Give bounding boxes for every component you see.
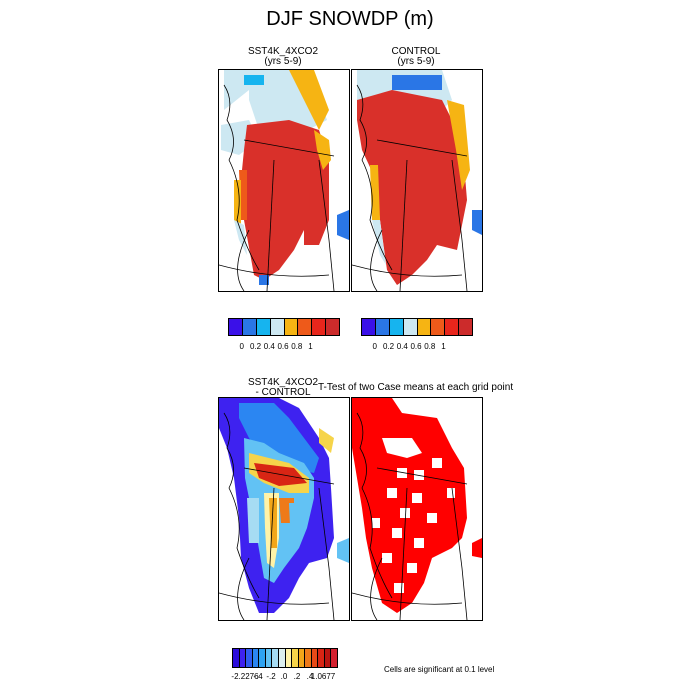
panel-diff-title: SST4K_4XCO2 - CONTROL: [218, 378, 348, 398]
colorbar-exp: [228, 318, 340, 336]
colorbar-ctrl-swatch: [417, 319, 432, 335]
panel-ttest-title: T-Test of two Case means at each grid po…: [318, 382, 514, 393]
map-ctrl-grid: [352, 84, 468, 291]
colorbar-diff: [232, 648, 338, 668]
panel-diff-title-line1: SST4K_4XCO2: [247, 377, 319, 388]
map-ctrl-cells: [357, 70, 482, 285]
panel-diff-title-line2: - CONTROL: [255, 387, 311, 398]
colorbar-diff-tick: -.4: [253, 672, 263, 681]
colorbar-diff-swatch: [233, 649, 240, 667]
colorbar-ctrl-labels: 0 0.2 0.4 0.6 0.8 1: [361, 342, 471, 352]
colorbar-ctrl-swatch: [362, 319, 376, 335]
panel-exp-title-line2: (yrs 5-9): [264, 56, 302, 67]
colorbar-diff-tick: .0: [280, 672, 288, 681]
map-exp-svg: [219, 70, 349, 291]
panel-ctrl-title: CONTROL (yrs 5-9): [351, 47, 481, 67]
colorbar-exp-tick: 0: [239, 342, 244, 351]
colorbar-ctrl-tick: 0.4: [396, 342, 408, 351]
colorbar-ctrl: [361, 318, 473, 336]
colorbar-exp-labels: 0 0.2 0.4 0.6 0.8 1: [228, 342, 338, 352]
colorbar-exp-swatch: [270, 319, 285, 335]
colorbar-diff-swatch: [265, 649, 273, 667]
colorbar-diff-swatch: [311, 649, 319, 667]
colorbar-ctrl-tick: 1: [441, 342, 446, 351]
colorbar-diff-swatch: [252, 649, 260, 667]
significance-note: Cells are significant at 0.1 level: [384, 665, 495, 674]
colorbar-ctrl-swatch: [431, 319, 446, 335]
colorbar-diff-swatch: [272, 649, 279, 667]
colorbar-diff-swatch: [331, 649, 337, 667]
map-panel-ttest: [351, 397, 483, 621]
colorbar-diff-swatch: [285, 649, 293, 667]
map-exp-grid: [219, 84, 335, 291]
map-panel-diff: [218, 397, 350, 621]
colorbar-exp-tick: 0.6: [277, 342, 289, 351]
map-panel-ctrl: [351, 69, 483, 292]
colorbar-diff-swatch: [239, 649, 247, 667]
colorbar-exp-swatch: [312, 319, 327, 335]
colorbar-diff-swatch: [324, 649, 332, 667]
map-panel-exp: [218, 69, 350, 292]
colorbar-diff-swatch: [318, 649, 325, 667]
colorbar-ctrl-swatch: [403, 319, 418, 335]
panel-exp-title-line1: SST4K_4XCO2: [247, 46, 319, 57]
colorbar-ctrl-swatch: [459, 319, 472, 335]
map-ttest-cells: [352, 398, 482, 613]
colorbar-diff-tick: -2.2276: [231, 672, 259, 681]
panel-ctrl-title-line2: (yrs 5-9): [397, 56, 435, 67]
colorbar-ctrl-tick: 0.2: [382, 342, 395, 351]
map-ttest-grid: [352, 412, 468, 620]
colorbar-ctrl-tick: 0: [372, 342, 377, 351]
map-diff-svg: [219, 398, 349, 620]
map-exp-cells: [221, 70, 349, 285]
colorbar-diff-tick: 1.0677: [310, 672, 336, 681]
colorbar-ctrl-swatch: [445, 319, 460, 335]
colorbar-exp-swatch: [284, 319, 299, 335]
colorbar-exp-swatch: [229, 319, 243, 335]
colorbar-exp-tick: 0.4: [263, 342, 275, 351]
colorbar-exp-tick: 1: [308, 342, 313, 351]
colorbar-diff-swatch: [305, 649, 312, 667]
colorbar-ctrl-swatch: [389, 319, 404, 335]
colorbar-exp-tick: 0.8: [291, 342, 303, 351]
figure-title: DJF SNOWDP (m): [266, 8, 434, 30]
colorbar-diff-tick: .4: [306, 672, 314, 681]
map-diff-cells: [219, 398, 349, 613]
colorbar-exp-swatch: [326, 319, 339, 335]
colorbar-ctrl-tick: 0.6: [410, 342, 422, 351]
colorbar-diff-tick: .2: [293, 672, 301, 681]
panel-ctrl-title-line1: CONTROL: [391, 46, 441, 57]
map-ctrl-svg: [352, 70, 482, 291]
colorbar-diff-swatch: [259, 649, 266, 667]
colorbar-diff-tick: -.2: [266, 672, 276, 681]
map-diff-grid: [219, 412, 335, 620]
map-ttest-svg: [352, 398, 482, 620]
colorbar-ctrl-tick: 0.8: [424, 342, 436, 351]
colorbar-exp-swatch: [298, 319, 313, 335]
panel-exp-title: SST4K_4XCO2 (yrs 5-9): [218, 47, 348, 67]
colorbar-diff-swatch: [278, 649, 286, 667]
colorbar-diff-swatch: [298, 649, 306, 667]
colorbar-ctrl-swatch: [375, 319, 390, 335]
colorbar-exp-swatch: [256, 319, 271, 335]
colorbar-exp-tick: 0.2: [249, 342, 262, 351]
colorbar-exp-swatch: [242, 319, 257, 335]
colorbar-diff-labels: -2.2276 -.4 -.2 .0 .2 .4 1.0677: [231, 672, 336, 682]
colorbar-diff-swatch: [246, 649, 253, 667]
colorbar-diff-swatch: [292, 649, 299, 667]
